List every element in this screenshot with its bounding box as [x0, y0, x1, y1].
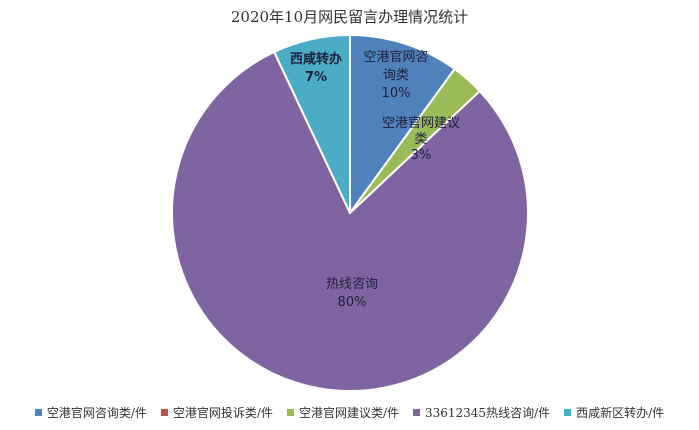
slice-label-3-line-0: 热线咨询	[326, 277, 378, 292]
slice-label-0-line-1: 询类	[383, 68, 409, 83]
legend-swatch-4	[564, 409, 572, 416]
legend-label-2: 空港官网建议类/件	[298, 406, 399, 420]
legend: 空港官网咨询类/件 空港官网投诉类/件 空港官网建议类/件 33612345热线咨询/…	[0, 404, 699, 421]
legend-swatch-2	[286, 409, 294, 416]
legend-item-1[interactable]: 空港官网投诉类/件	[160, 404, 273, 421]
slice-label-4-line-0: 西咸转办	[290, 51, 342, 67]
legend-item-3[interactable]: 33612345热线咨询/件	[412, 404, 551, 421]
legend-swatch-3	[412, 409, 420, 416]
slice-label-4-line-1: 7%	[305, 70, 327, 85]
slice-label-0-line-0: 空港官网咨	[363, 49, 428, 65]
slice-label-2-line-2: 3%	[411, 148, 432, 163]
slice-label-2-line-1: 类	[414, 132, 427, 147]
legend-label-3: 33612345热线咨询/件	[424, 406, 551, 420]
slice-label-2-line-0: 空港官网建议	[382, 115, 460, 131]
legend-label-0: 空港官网咨询类/件	[46, 406, 147, 420]
pie-slice-0[interactable]	[349, 33, 457, 217]
pie-slice-3[interactable]	[171, 50, 529, 392]
slice-label-3-line-1: 80%	[338, 295, 367, 310]
legend-swatch-1	[160, 409, 168, 416]
chart-title: 2020年10月网民留言办理情况统计	[230, 8, 469, 26]
pie-slice-4[interactable]	[272, 33, 351, 214]
legend-item-2[interactable]: 空港官网建议类/件	[286, 404, 399, 421]
legend-item-4[interactable]: 西咸新区转办/件	[564, 404, 664, 421]
legend-item-0[interactable]: 空港官网咨询类/件	[34, 404, 147, 421]
legend-label-1: 空港官网投诉类/件	[172, 406, 273, 420]
legend-swatch-0	[34, 409, 42, 416]
legend-label-4: 西咸新区转办/件	[576, 406, 665, 420]
slice-label-0-line-2: 10%	[382, 86, 411, 101]
